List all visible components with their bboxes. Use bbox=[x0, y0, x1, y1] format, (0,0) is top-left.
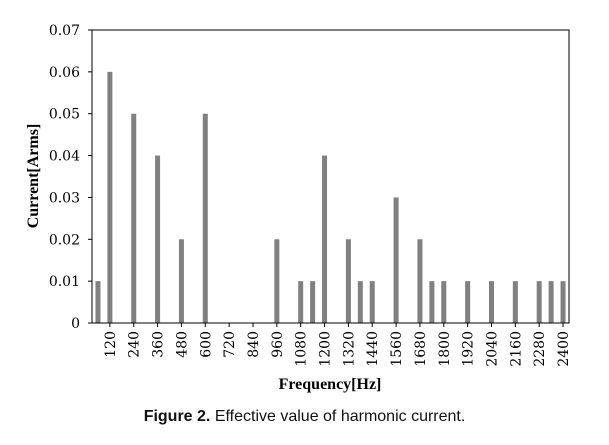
y-axis-title: Current[Arms] bbox=[25, 124, 42, 229]
y-tick-label: 0 bbox=[71, 316, 80, 332]
x-tick-label: 840 bbox=[246, 331, 262, 358]
harmonic-current-chart: 0 0.01 0.02 0.03 0.04 0.05 0.06 0.07 120 240 360 4… bbox=[25, 23, 572, 393]
x-tick-label: 1440 bbox=[365, 331, 381, 367]
bar-60hz bbox=[95, 281, 101, 323]
x-tick-label: 2280 bbox=[532, 331, 548, 367]
bar-1680hz bbox=[417, 239, 423, 323]
y-tick-label: 0.03 bbox=[49, 190, 80, 206]
x-tick-label: 2160 bbox=[508, 331, 524, 367]
x-tick-label: 1560 bbox=[389, 331, 405, 367]
y-tick-label: 0.07 bbox=[49, 23, 80, 39]
x-tick-label: 120 bbox=[103, 331, 119, 358]
bar-960hz bbox=[274, 239, 280, 323]
y-tick-label: 0.05 bbox=[49, 107, 80, 123]
bar-480hz bbox=[178, 239, 184, 323]
x-tick-label: 480 bbox=[174, 331, 190, 358]
bar-1740hz bbox=[429, 281, 435, 323]
x-tick-label: 1200 bbox=[318, 331, 334, 367]
x-tick-label: 360 bbox=[151, 331, 167, 358]
bar-1380hz bbox=[357, 281, 363, 323]
y-axis-ticks: 0 0.01 0.02 0.03 0.04 0.05 0.06 0.07 bbox=[49, 23, 92, 332]
x-tick-label: 1080 bbox=[294, 331, 310, 367]
x-tick-label: 2040 bbox=[484, 331, 500, 367]
figure-number: Figure 2. bbox=[143, 408, 211, 425]
y-tick-label: 0.02 bbox=[49, 232, 80, 248]
y-tick-label: 0.01 bbox=[49, 274, 80, 290]
bar-1560hz bbox=[393, 197, 399, 323]
bar-1080hz bbox=[298, 281, 304, 323]
plot-area-frame bbox=[91, 29, 570, 324]
x-tick-label: 1680 bbox=[413, 331, 429, 367]
bar-2040hz bbox=[488, 281, 494, 323]
x-axis-ticks: 120 240 360 480 600 720 840 960 1080 1200 1320 1440… bbox=[103, 323, 572, 367]
bar-2340hz bbox=[548, 281, 554, 323]
bar-1200hz bbox=[322, 155, 328, 323]
y-tick-label: 0.04 bbox=[49, 149, 80, 165]
bar-240hz bbox=[131, 113, 137, 323]
x-tick-label: 720 bbox=[222, 331, 238, 358]
bar-2160hz bbox=[512, 281, 518, 323]
y-tick-label: 0.06 bbox=[49, 65, 80, 81]
x-tick-label: 240 bbox=[127, 331, 143, 358]
x-tick-label: 960 bbox=[270, 331, 286, 358]
bar-series bbox=[95, 71, 566, 323]
x-tick-label: 600 bbox=[198, 331, 214, 358]
bar-1920hz bbox=[465, 281, 471, 323]
bar-2280hz bbox=[536, 281, 542, 323]
x-tick-label: 2400 bbox=[556, 331, 572, 367]
bar-120hz bbox=[107, 71, 113, 323]
bar-600hz bbox=[202, 113, 208, 323]
x-tick-label: 1320 bbox=[341, 331, 357, 367]
bar-1800hz bbox=[441, 281, 447, 323]
x-tick-label: 1920 bbox=[461, 331, 477, 367]
bar-1140hz bbox=[310, 281, 316, 323]
x-tick-label: 1800 bbox=[437, 331, 453, 367]
figure-caption-text: Effective value of harmonic current. bbox=[210, 408, 466, 425]
bar-2400hz bbox=[560, 281, 566, 323]
x-axis-title: Frequency[Hz] bbox=[279, 376, 382, 393]
bar-1440hz bbox=[369, 281, 375, 323]
bar-1320hz bbox=[345, 239, 351, 323]
figure-caption: Figure 2. Effective value of harmonic cu… bbox=[0, 408, 609, 426]
bar-360hz bbox=[155, 155, 161, 323]
